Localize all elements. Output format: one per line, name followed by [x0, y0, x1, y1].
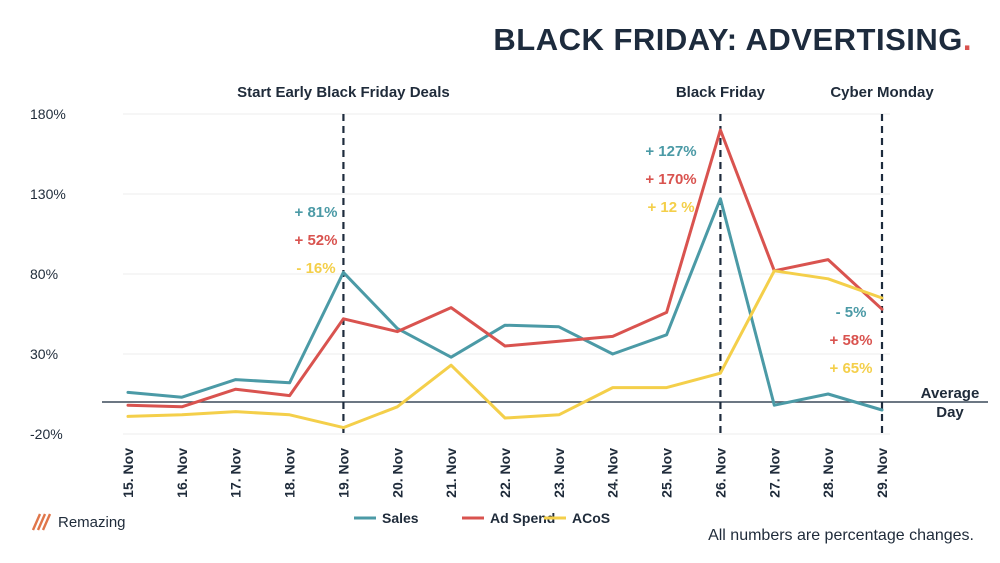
y-tick-label: 80%	[30, 266, 58, 282]
x-tick-label: 16. Nov	[174, 448, 190, 498]
y-tick-label: 180%	[30, 106, 66, 122]
event-label: Black Friday	[676, 84, 766, 101]
annotation-sales: + 127%	[645, 143, 696, 160]
baseline-label-line1: Average	[921, 385, 980, 402]
page-title: BLACK FRIDAY: ADVERTISING.	[493, 22, 972, 57]
annotation-ad-spend: + 170%	[645, 171, 696, 188]
annotation-sales: + 81%	[295, 204, 338, 221]
grid-lines	[123, 113, 890, 435]
title-dot: .	[962, 22, 972, 57]
annotation-acos: + 12 %	[647, 199, 694, 216]
footnote: All numbers are percentage changes.	[708, 527, 974, 544]
y-tick-label: 30%	[30, 346, 58, 362]
series-line-sales	[126, 197, 884, 412]
brand: Remazing	[32, 512, 126, 532]
annotation-ad-spend: + 52%	[295, 232, 338, 249]
x-tick-label: 17. Nov	[228, 448, 244, 498]
legend-label: ACoS	[572, 510, 610, 526]
legend: Sales Ad Spend ACoS	[354, 510, 610, 526]
event-label: Cyber Monday	[830, 84, 934, 101]
event-markers: Start Early Black Friday Deals Black Frid…	[237, 84, 934, 438]
average-day-baseline: Average Day	[102, 385, 988, 421]
x-tick-label: 28. Nov	[820, 448, 836, 498]
annotations: + 81% + 52% - 16% + 127% + 170% + 12 % - 5% + 5…	[295, 143, 873, 377]
legend-label: Sales	[382, 510, 419, 526]
series-line-acos	[126, 269, 884, 430]
series-line-ad-spend	[126, 128, 884, 409]
x-tick-label: 26. Nov	[712, 448, 728, 498]
x-tick-label: 20. Nov	[389, 448, 405, 498]
annotation-ad-spend: + 58%	[830, 332, 873, 349]
x-tick-label: 25. Nov	[659, 448, 675, 498]
x-tick-label: 27. Nov	[766, 448, 782, 498]
y-axis-ticks: -20% 30% 80% 130% 180%	[30, 106, 66, 442]
x-tick-label: 29. Nov	[874, 448, 890, 498]
x-tick-label: 21. Nov	[443, 448, 459, 498]
baseline-label-line2: Day	[936, 404, 964, 421]
x-tick-label: 23. Nov	[551, 448, 567, 498]
x-tick-label: 24. Nov	[605, 448, 621, 498]
brand-name: Remazing	[58, 513, 126, 531]
x-tick-label: 19. Nov	[335, 448, 351, 498]
annotation-sales: - 5%	[836, 304, 867, 321]
x-axis-ticks: 15. Nov 16. Nov 17. Nov 18. Nov 19. Nov 20. N…	[120, 448, 890, 498]
x-tick-label: 15. Nov	[120, 448, 136, 498]
remazing-logo-icon	[32, 513, 52, 531]
annotation-acos: + 65%	[830, 360, 873, 377]
annotation-acos: - 16%	[296, 260, 335, 277]
x-tick-label: 22. Nov	[497, 448, 513, 498]
event-label: Start Early Black Friday Deals	[237, 84, 450, 101]
series-lines	[126, 128, 884, 430]
y-tick-label: 130%	[30, 186, 66, 202]
legend-label: Ad Spend	[490, 510, 555, 526]
y-tick-label: -20%	[30, 426, 63, 442]
x-tick-label: 18. Nov	[282, 448, 298, 498]
